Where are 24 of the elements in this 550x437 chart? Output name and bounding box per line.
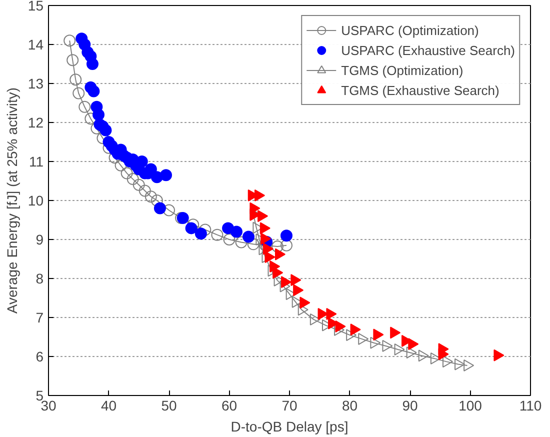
x-tick-label: 80 (342, 398, 358, 414)
legend-label: TGMS (Exhaustive Search) (341, 82, 500, 98)
x-tick-label: 60 (221, 398, 238, 414)
y-tick-label: 11 (28, 154, 44, 170)
y-tick-label: 10 (28, 192, 44, 208)
y-axis-title: Average Energy [fJ] (at 25% activity) (4, 87, 20, 314)
x-tick-label: 40 (100, 398, 117, 414)
x-tick-label: 70 (282, 398, 298, 414)
x-tick-label: 100 (458, 398, 482, 414)
y-tick-label: 14 (28, 36, 44, 52)
legend-label: USPARC (Exhaustive Search) (341, 42, 515, 58)
legend-label: USPARC (Optimization) (341, 22, 479, 38)
y-tick-label: 8 (36, 270, 44, 286)
y-tick-label: 12 (28, 114, 44, 130)
y-tick-label: 15 (28, 0, 44, 14)
legend-label: TGMS (Optimization) (341, 62, 464, 78)
x-axis-title: D-to-QB Delay [ps] (230, 418, 348, 434)
y-tick-label: 13 (28, 76, 44, 92)
x-tick-label: 90 (402, 398, 418, 414)
x-tick-label: 50 (161, 398, 177, 414)
y-tick-label: 6 (36, 348, 44, 364)
y-tick-label: 9 (36, 232, 44, 248)
x-tick-label: 110 (519, 398, 542, 414)
y-tick-label: 7 (36, 310, 44, 326)
